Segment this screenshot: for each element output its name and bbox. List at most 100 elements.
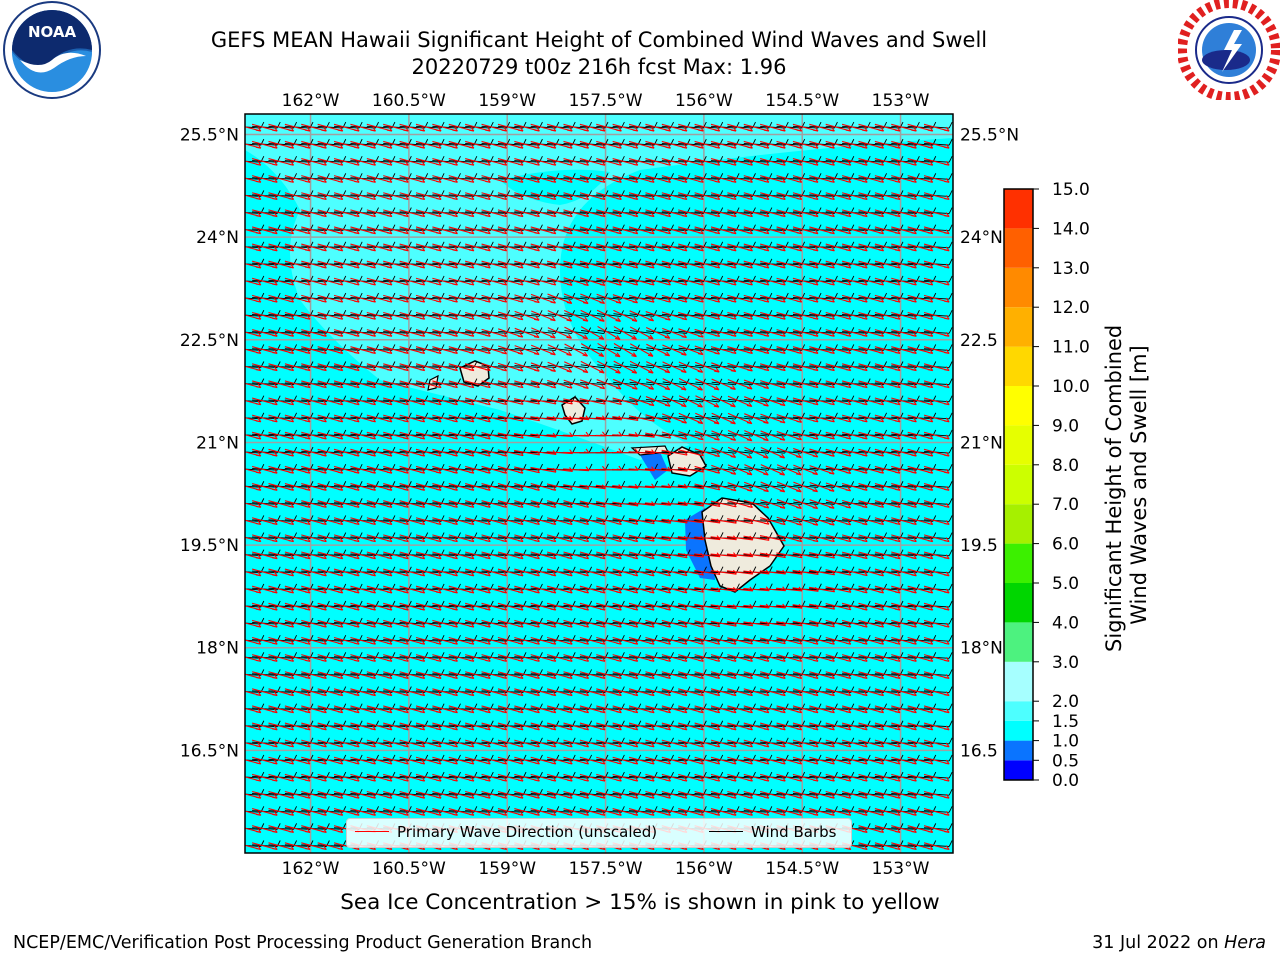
- wave-direction-arrow: [628, 722, 655, 731]
- wave-direction-arrow: [596, 602, 622, 611]
- wave-direction-arrow: [563, 705, 590, 714]
- wave-direction-arrow: [301, 671, 327, 679]
- wave-direction-arrow: [350, 619, 376, 628]
- wave-direction-arrow: [579, 568, 606, 577]
- wave-direction-arrow: [645, 602, 671, 611]
- wave-direction-arrow: [923, 671, 950, 679]
- wave-direction-arrow: [809, 654, 835, 662]
- wave-direction-arrow: [465, 756, 491, 765]
- wave-direction-arrow: [333, 705, 360, 714]
- wave-direction-arrow: [596, 671, 622, 679]
- wave-direction-arrow: [694, 722, 721, 731]
- wave-direction-arrow: [366, 671, 393, 679]
- wave-direction-arrow: [923, 568, 950, 577]
- wave-direction-arrow: [792, 790, 819, 799]
- wave-direction-arrow: [760, 722, 786, 731]
- wave-direction-arrow: [776, 739, 803, 748]
- wave-direction-arrow: [809, 808, 835, 816]
- wave-direction-arrow: [432, 808, 458, 816]
- wave-direction-arrow: [596, 568, 622, 577]
- graticule: [245, 114, 953, 853]
- wave-direction-arrow: [251, 773, 278, 782]
- wave-direction-arrow: [350, 688, 376, 697]
- wave-direction-arrow: [301, 602, 327, 611]
- wave-direction-arrow: [694, 705, 721, 714]
- wave-direction-arrow: [891, 602, 917, 611]
- wave-direction-arrow: [383, 636, 409, 645]
- wave-direction-arrow: [907, 671, 934, 679]
- wave-direction-arrow: [284, 739, 311, 748]
- wave-direction-arrow: [907, 739, 934, 748]
- wave-direction-arrow: [907, 773, 934, 782]
- wave-direction-arrow: [301, 825, 327, 833]
- wave-direction-arrow: [710, 739, 737, 748]
- wave-direction-arrow: [415, 790, 442, 799]
- wave-direction-arrow: [350, 739, 376, 748]
- wave-direction-arrow: [514, 619, 540, 628]
- wave-direction-arrow: [874, 773, 901, 782]
- wave-direction-arrow: [858, 842, 885, 851]
- wave-direction-arrow: [399, 602, 426, 611]
- wind-barb-flag: [948, 788, 953, 796]
- wave-direction-arrow: [776, 705, 803, 714]
- wave-direction-arrow: [661, 773, 688, 782]
- wave-direction-arrow: [809, 620, 835, 628]
- wave-direction-arrow: [809, 636, 835, 645]
- wave-direction-arrow: [727, 688, 753, 697]
- wave-direction-arrow: [514, 671, 540, 679]
- wave-direction-arrow: [841, 739, 868, 748]
- wave-direction-arrow: [530, 688, 557, 697]
- noaa-logo-text: NOAA: [28, 23, 77, 41]
- wave-direction-arrow: [481, 585, 508, 594]
- wave-direction-arrow: [546, 756, 573, 765]
- wave-direction-arrow: [415, 585, 442, 594]
- wave-direction-arrow: [858, 825, 885, 833]
- wave-direction-arrow: [841, 654, 868, 662]
- wave-direction-arrow: [530, 671, 557, 679]
- wave-direction-arrow: [251, 756, 278, 765]
- wave-direction-arrow: [448, 808, 475, 816]
- wave-direction-arrow: [628, 654, 655, 662]
- wave-direction-arrow: [317, 756, 344, 765]
- wave-direction-arrow: [596, 654, 622, 662]
- wave-direction-arrow: [825, 756, 852, 765]
- wave-direction-arrow: [891, 808, 917, 816]
- wave-direction-arrow: [874, 619, 901, 628]
- wave-direction-arrow: [727, 637, 754, 645]
- wave-direction-arrow: [628, 790, 655, 799]
- wave-direction-arrow: [825, 688, 852, 697]
- wave-direction-arrow: [858, 739, 885, 748]
- wave-direction-arrow: [284, 619, 311, 628]
- wave-direction-arrow: [596, 688, 622, 697]
- wave-direction-arrow: [579, 705, 606, 714]
- wave-direction-arrow: [612, 671, 639, 679]
- wave-direction-arrow: [907, 636, 934, 645]
- wave-direction-arrow: [465, 671, 491, 679]
- wave-direction-arrow: [350, 654, 376, 662]
- wave-direction-arrow: [448, 739, 475, 748]
- wave-direction-arrow: [251, 739, 278, 748]
- wave-direction-arrow: [333, 773, 360, 782]
- wave-direction-arrow: [301, 722, 327, 731]
- wave-direction-arrow: [481, 722, 508, 731]
- wave-direction-arrow: [612, 773, 639, 782]
- wave-direction-arrow: [579, 619, 606, 628]
- wave-direction-arrow: [497, 688, 524, 697]
- wave-direction-arrow: [497, 654, 524, 662]
- wave-direction-arrow: [268, 636, 295, 645]
- wave-direction-arrow: [760, 773, 786, 782]
- wave-direction-arrow: [727, 739, 753, 748]
- wave-direction-arrow: [776, 688, 803, 697]
- wave-direction-arrow: [399, 636, 426, 645]
- wave-direction-arrow: [841, 790, 868, 799]
- wave-direction-arrow: [792, 636, 819, 645]
- wave-direction-arrow: [268, 585, 295, 594]
- wave-direction-arrow: [628, 602, 655, 611]
- wave-direction-arrow: [284, 842, 311, 851]
- wind-barb-flag: [948, 617, 953, 625]
- wave-direction-arrow: [481, 568, 508, 577]
- wave-direction-arrow: [858, 585, 885, 594]
- wave-direction-arrow: [710, 671, 737, 679]
- wave-direction-arrow: [399, 790, 426, 799]
- wave-direction-arrow: [776, 756, 803, 765]
